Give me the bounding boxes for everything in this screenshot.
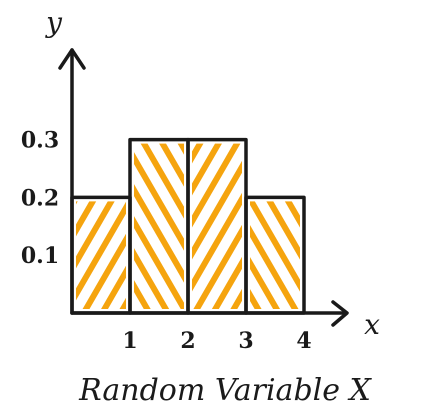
bar-fill-1 [76, 201, 126, 309]
y-axis-arrowhead [58, 48, 86, 70]
x-tick-label: 4 [296, 328, 311, 354]
x-tick-label: 1 [122, 328, 137, 354]
x-axis-title: Random Variable X [78, 373, 372, 408]
y-tick-label: 0.1 [21, 243, 59, 269]
bar-fill-3 [192, 143, 242, 309]
y-tick-label: 0.3 [21, 128, 59, 154]
x-axis-letter: x [364, 308, 380, 341]
x-tick-labels: 1 2 3 4 [122, 328, 311, 354]
bar-fill-4 [250, 201, 300, 309]
x-axis-arrowhead [331, 300, 349, 327]
bar-fill-2 [134, 143, 184, 309]
x-tick-label: 2 [180, 328, 195, 354]
x-tick-label: 3 [238, 328, 253, 354]
y-tick-label: 0.2 [21, 185, 59, 211]
bars-group [70, 137, 306, 315]
y-tick-labels: 0.1 0.2 0.3 [21, 128, 59, 270]
y-axis-letter: y [44, 6, 63, 39]
